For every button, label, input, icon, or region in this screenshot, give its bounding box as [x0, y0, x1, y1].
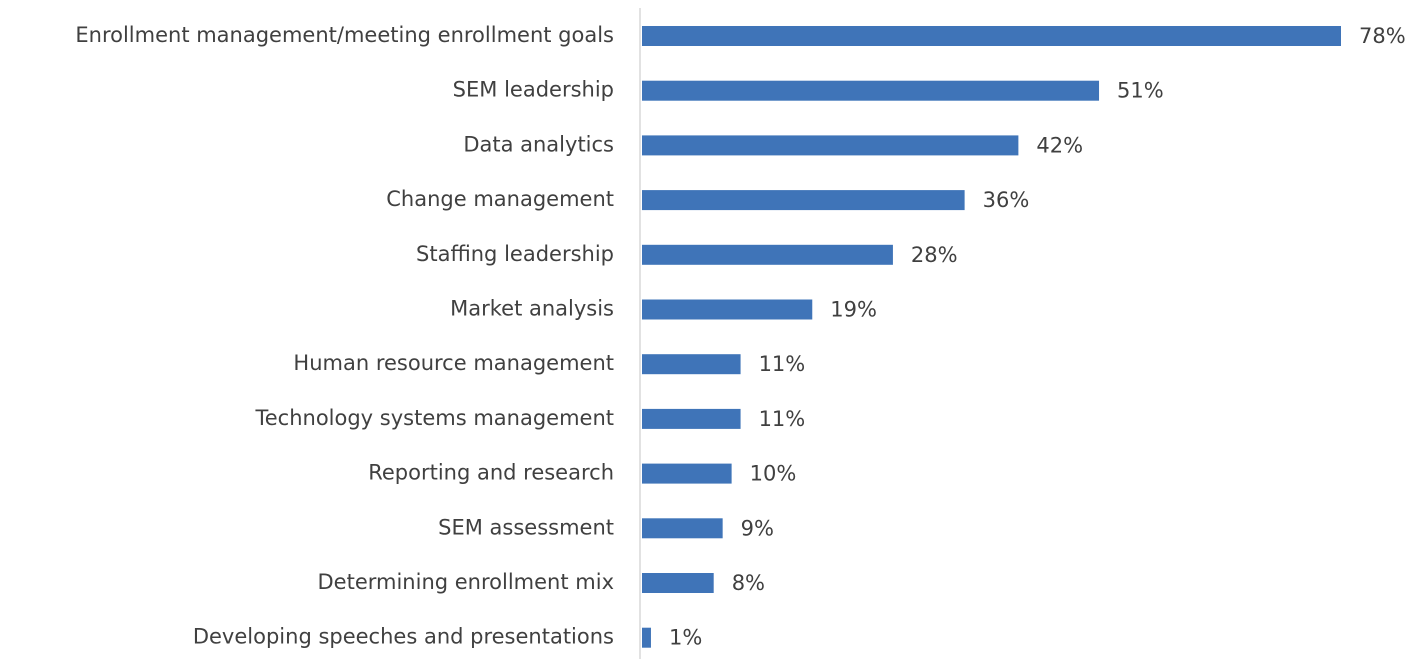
category-label: Data analytics: [463, 132, 614, 156]
bar: [642, 244, 893, 265]
bar: [642, 299, 813, 320]
data-label: 1%: [669, 626, 702, 650]
bar: [642, 26, 1341, 46]
bar: [642, 573, 714, 593]
data-label: 28%: [911, 243, 958, 267]
category-label: Market analysis: [450, 297, 614, 321]
bar: [642, 518, 723, 539]
data-label: 11%: [759, 407, 806, 431]
data-label: 9%: [741, 516, 774, 540]
data-label: 42%: [1036, 133, 1083, 157]
category-label: Technology systems management: [254, 406, 614, 430]
category-label: Developing speeches and presentations: [193, 625, 614, 649]
category-label: Change management: [386, 187, 614, 211]
bar: [642, 135, 1019, 156]
category-label: Reporting and research: [368, 461, 614, 485]
bar: [642, 463, 732, 484]
data-label: 10%: [750, 462, 797, 486]
data-label: 51%: [1117, 79, 1164, 103]
data-label: 36%: [983, 188, 1030, 212]
bar: [642, 408, 741, 429]
category-label: SEM assessment: [438, 515, 614, 539]
data-label: 19%: [830, 298, 877, 322]
data-label: 11%: [759, 352, 806, 376]
bar: [642, 627, 651, 648]
category-label: Staffing leadership: [416, 242, 614, 266]
bar: [642, 190, 965, 211]
bar: [642, 80, 1100, 101]
category-label: Determining enrollment mix: [318, 570, 615, 594]
category-label: Human resource management: [293, 351, 614, 375]
data-label: 78%: [1359, 24, 1406, 48]
category-label: SEM leadership: [453, 78, 614, 102]
category-label: Enrollment management/meeting enrollment…: [75, 23, 614, 47]
bar: [642, 354, 741, 375]
data-label: 8%: [732, 571, 765, 595]
